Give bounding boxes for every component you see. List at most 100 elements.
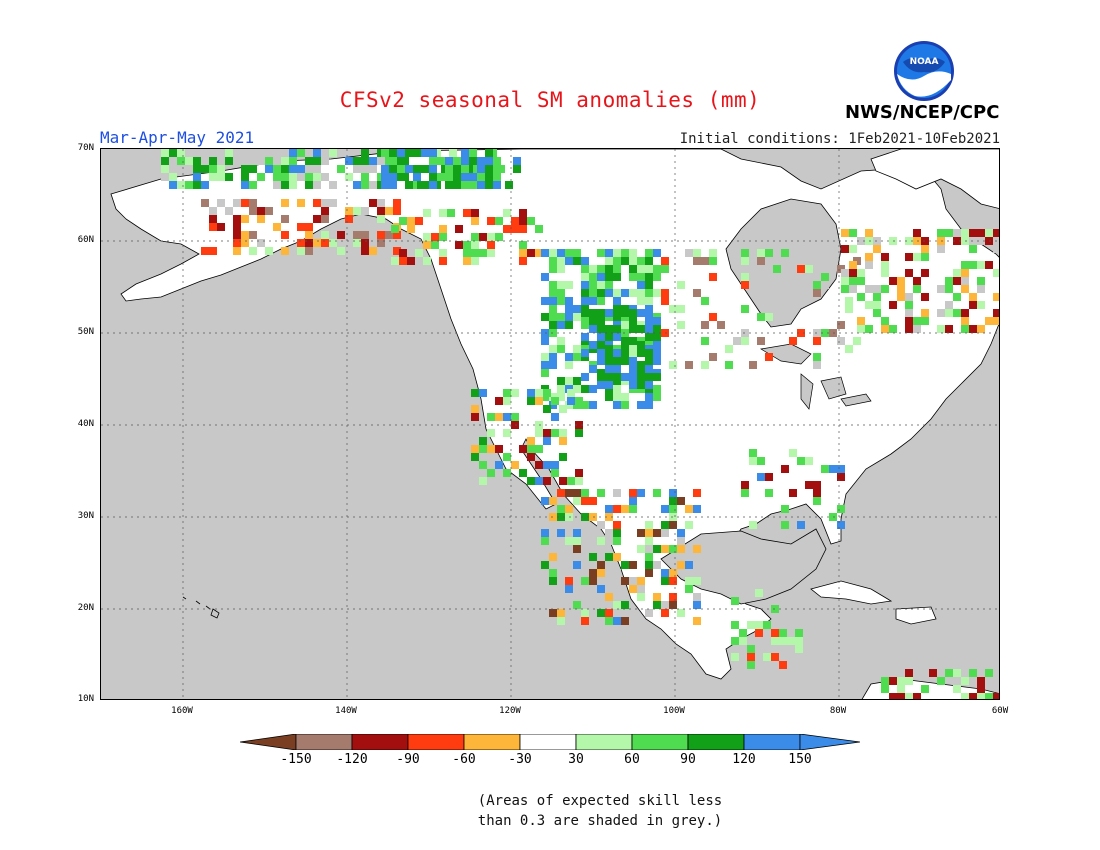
anomaly-cell <box>557 289 565 297</box>
anomaly-cell <box>889 677 897 685</box>
anomaly-cell <box>249 165 257 173</box>
anomaly-cell <box>789 489 797 497</box>
anomaly-cell <box>677 321 685 329</box>
anomaly-cell <box>889 301 897 309</box>
anomaly-cell <box>557 545 565 553</box>
anomaly-cell <box>993 293 999 301</box>
anomaly-cell <box>757 457 765 465</box>
anomaly-cell <box>439 209 447 217</box>
anomaly-cell <box>693 257 701 265</box>
anomaly-cell <box>453 157 461 165</box>
anomaly-cell <box>969 301 977 309</box>
anomaly-cell <box>629 273 637 281</box>
anomaly-cell <box>669 545 677 553</box>
anomaly-cell <box>381 173 389 181</box>
anomaly-cell <box>257 157 265 165</box>
anomaly-cell <box>913 693 921 699</box>
anomaly-cell <box>535 445 543 453</box>
anomaly-cell <box>527 477 535 485</box>
anomaly-cell <box>337 231 345 239</box>
anomaly-cell <box>361 181 369 189</box>
anomaly-cell <box>589 569 597 577</box>
anomaly-cell <box>637 585 645 593</box>
anomaly-cell <box>613 617 621 625</box>
anomaly-cell <box>709 353 717 361</box>
anomaly-cell <box>669 577 677 585</box>
anomaly-cell <box>653 289 661 297</box>
anomaly-cell <box>953 669 961 677</box>
anomaly-cell <box>645 289 653 297</box>
anomaly-cell <box>589 385 597 393</box>
anomaly-cell <box>905 301 913 309</box>
anomaly-cell <box>559 405 567 413</box>
anomaly-cell <box>913 277 921 285</box>
anomaly-cell <box>281 157 289 165</box>
anomaly-cell <box>849 261 857 269</box>
anomaly-cell <box>813 337 821 345</box>
anomaly-cell <box>921 269 929 277</box>
anomaly-cell <box>503 429 511 437</box>
anomaly-cell <box>421 149 429 157</box>
legend-swatch <box>631 734 689 750</box>
anomaly-cell <box>621 341 629 349</box>
anomaly-cell <box>621 617 629 625</box>
anomaly-cell <box>685 561 693 569</box>
anomaly-cell <box>621 577 629 585</box>
anomaly-cell <box>661 609 669 617</box>
anomaly-cell <box>391 257 399 265</box>
anomaly-cell <box>329 239 337 247</box>
anomaly-cell <box>677 529 685 537</box>
anomaly-cell <box>821 281 829 289</box>
anomaly-cell <box>993 309 999 317</box>
anomaly-cell <box>249 247 257 255</box>
anomaly-cell <box>455 225 463 233</box>
anomaly-cell <box>161 149 169 157</box>
anomaly-cell <box>581 609 589 617</box>
anomaly-cell <box>741 305 749 313</box>
anomaly-cell <box>621 373 629 381</box>
anomaly-cell <box>485 173 493 181</box>
anomaly-cell <box>273 181 281 189</box>
anomaly-cell <box>565 561 573 569</box>
anomaly-cell <box>881 325 889 333</box>
anomaly-cell <box>535 477 543 485</box>
anomaly-cell <box>265 165 273 173</box>
anomaly-cell <box>527 445 535 453</box>
anomaly-cell <box>469 157 477 165</box>
anomaly-cell <box>773 265 781 273</box>
anomaly-cell <box>953 293 961 301</box>
noaa-logo-icon: NOAA <box>894 41 954 101</box>
anomaly-cell <box>573 249 581 257</box>
anomaly-cell <box>477 157 485 165</box>
legend-tick-label: -30 <box>508 752 532 767</box>
anomaly-cell <box>813 281 821 289</box>
anomaly-cell <box>765 281 773 289</box>
anomaly-cell <box>527 397 535 405</box>
anomaly-cell <box>849 285 857 293</box>
anomaly-cell <box>589 289 597 297</box>
color-legend <box>240 734 860 750</box>
anomaly-cell <box>589 577 597 585</box>
anomaly-cell <box>567 477 575 485</box>
anomaly-cell <box>527 389 535 397</box>
anomaly-cell <box>581 513 589 521</box>
anomaly-cell <box>969 669 977 677</box>
anomaly-cell <box>613 553 621 561</box>
hawaii <box>182 596 220 619</box>
anomaly-cell <box>519 257 527 265</box>
anomaly-cell <box>945 325 953 333</box>
anomaly-cell <box>257 215 265 223</box>
anomaly-cell <box>813 273 821 281</box>
anomaly-cell <box>881 285 889 293</box>
anomaly-cell <box>461 165 469 173</box>
anomaly-cell <box>161 157 169 165</box>
anomaly-cell <box>437 173 445 181</box>
anomaly-cell <box>397 173 405 181</box>
anomaly-cell <box>209 157 217 165</box>
anomaly-cell <box>541 273 549 281</box>
anomaly-cell <box>905 669 913 677</box>
agency-label: NWS/NCEP/CPC <box>845 102 1000 123</box>
anomaly-cell <box>961 677 969 685</box>
anomaly-cell <box>961 693 969 699</box>
anomaly-cell <box>511 413 519 421</box>
